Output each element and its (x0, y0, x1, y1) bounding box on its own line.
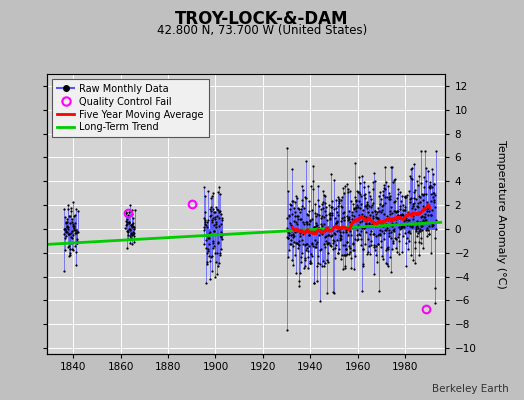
Legend: Raw Monthly Data, Quality Control Fail, Five Year Moving Average, Long-Term Tren: Raw Monthly Data, Quality Control Fail, … (52, 79, 209, 137)
Text: 42.800 N, 73.700 W (United States): 42.800 N, 73.700 W (United States) (157, 24, 367, 37)
Text: Berkeley Earth: Berkeley Earth (432, 384, 508, 394)
Y-axis label: Temperature Anomaly (°C): Temperature Anomaly (°C) (496, 140, 506, 288)
Text: TROY-LOCK-&-DAM: TROY-LOCK-&-DAM (175, 10, 349, 28)
